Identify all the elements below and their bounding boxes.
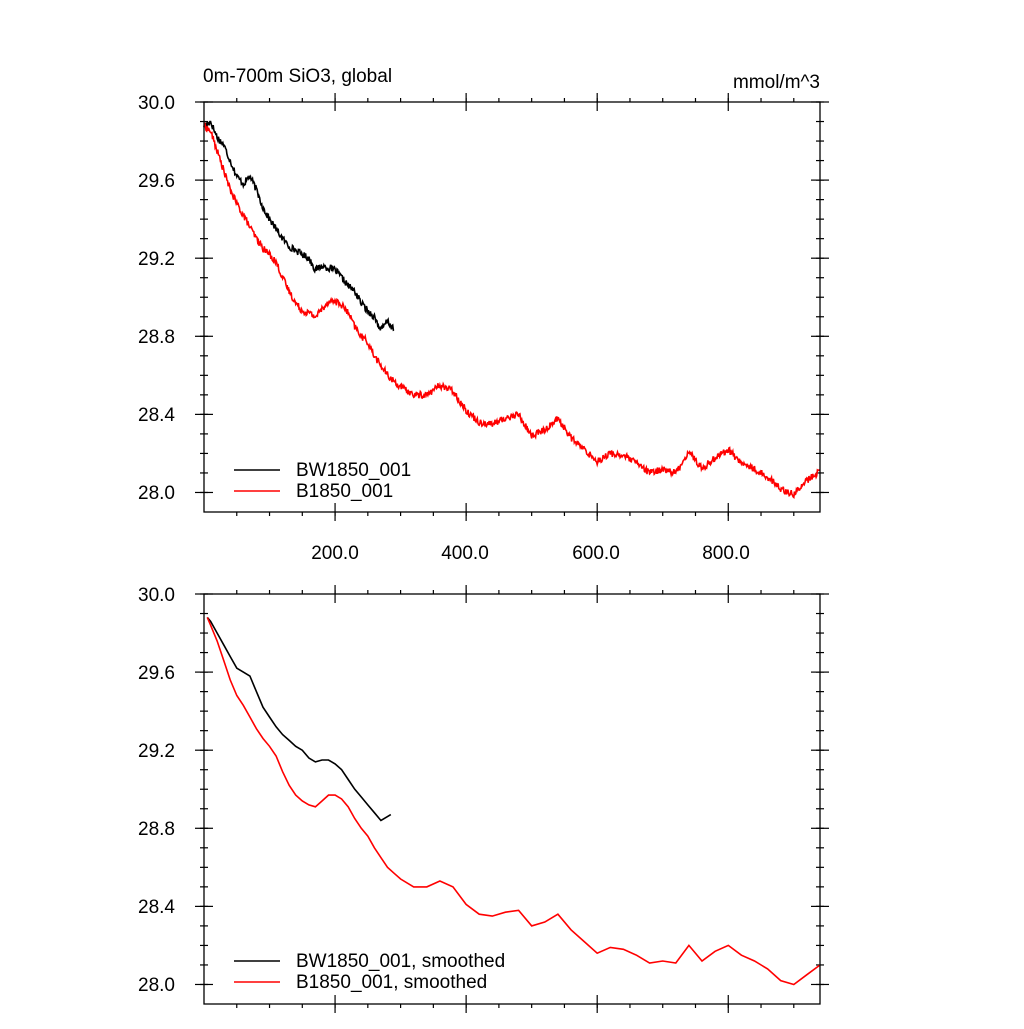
x-tick-label: 600.0 [572,543,620,564]
x-tick-label: 200.0 [311,543,359,564]
y-tick-label: 29.2 [138,741,175,762]
y-tick-label: 28.4 [138,405,175,426]
y-tick-label: 29.6 [138,171,175,192]
series-line-bw1850-001-smoothed [206,616,392,822]
x-tick-label: 800.0 [702,543,750,564]
bottom-panel: 28.0 28.4 28.8 29.2 29.6 30.0 BW1850_001… [138,585,829,1013]
y-tick-label: 28.4 [138,897,175,918]
y-tick-labels: 28.0 28.4 28.8 29.2 29.6 30.0 [138,93,175,504]
y-tick-label: 28.0 [138,975,175,996]
series-line-bw1850-001 [203,120,395,332]
x-tick-label: 400.0 [441,543,489,564]
axis-ticks [195,585,829,1013]
plot-frame [203,593,821,1005]
series-line-b1850-001-smoothed [206,617,821,986]
x-tick-labels: 200.0 400.0 600.0 800.0 [311,543,750,564]
y-tick-labels: 28.0 28.4 28.8 29.2 29.6 30.0 [138,585,175,996]
y-tick-label: 30.0 [138,93,175,114]
y-tick-label: 30.0 [138,585,175,606]
legend-label-b1850-001: B1850_001 [296,481,393,502]
legend-label-bw1850-001: BW1850_001 [296,460,411,481]
y-tick-label: 29.6 [138,663,175,684]
top-panel: 0m-700m SiO3, global mmol/m^3 28.0 28.4 … [138,66,829,564]
y-tick-label: 28.0 [138,483,175,504]
y-tick-label: 28.8 [138,327,175,348]
legend-label-b1850-001-smoothed: B1850_001, smoothed [296,972,487,993]
legend: BW1850_001 B1850_001 [234,460,411,502]
y-tick-label: 28.8 [138,819,175,840]
chart-units: mmol/m^3 [733,72,820,93]
plot-frame [203,101,821,513]
legend: BW1850_001, smoothed B1850_001, smoothed [234,951,505,993]
legend-label-bw1850-001-smoothed: BW1850_001, smoothed [296,951,505,972]
y-tick-label: 29.2 [138,249,175,270]
chart-title: 0m-700m SiO3, global [203,66,392,87]
series-line-b1850-001 [203,122,821,500]
